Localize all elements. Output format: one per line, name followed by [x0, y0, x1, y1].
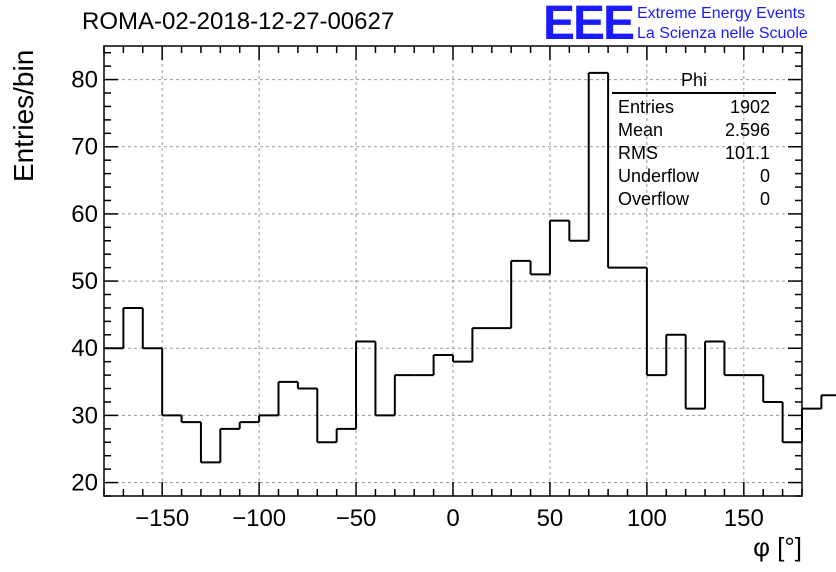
stats-label: Underflow	[618, 166, 700, 186]
axis-ticks	[103, 46, 803, 497]
stats-label: Mean	[618, 120, 664, 140]
stats-row-underflow: Underflow 0	[612, 165, 776, 188]
y-tick-label: 40	[71, 335, 98, 362]
chart-title: ROMA-02-2018-12-27-00627	[82, 8, 395, 35]
stats-box: Phi Entries 1902 Mean 2.596 RMS 101.1 Un…	[612, 70, 776, 211]
x-tick-label: 0	[446, 505, 459, 532]
stats-value: 0	[759, 166, 770, 186]
x-tick-label: −100	[232, 505, 286, 532]
y-tick-label: 20	[71, 470, 98, 497]
y-tick-label: 80	[71, 67, 98, 94]
eee-logo: EEE	[543, 0, 635, 50]
y-axis-label: Entries/bin	[8, 49, 39, 182]
stats-value: 2.596	[724, 120, 770, 140]
logo-line-1: Extreme Energy Events	[637, 5, 806, 22]
stats-label: Overflow	[618, 189, 690, 209]
y-tick-label: 70	[71, 134, 98, 161]
stats-row-entries: Entries 1902	[612, 96, 776, 119]
y-tick-label: 50	[71, 268, 98, 295]
stats-label: RMS	[618, 143, 658, 163]
y-tick-label: 30	[71, 402, 98, 429]
histogram-bars	[104, 71, 836, 464]
x-tick-label: −150	[135, 505, 189, 532]
stats-title: Phi	[612, 70, 776, 94]
stats-value: 0	[759, 189, 770, 209]
y-tick-label: 60	[71, 201, 98, 228]
stats-row-rms: RMS 101.1	[612, 142, 776, 165]
stats-value: 101.1	[724, 143, 770, 163]
x-tick-label: 50	[537, 505, 564, 532]
stats-row-mean: Mean 2.596	[612, 119, 776, 142]
x-tick-label: 150	[724, 505, 764, 532]
logo-line-2: La Scienza nelle Scuole	[637, 25, 808, 42]
x-tick-label: −50	[336, 505, 377, 532]
stats-label: Entries	[618, 97, 675, 117]
logo-text: Extreme Energy Events La Scienza nelle S…	[637, 4, 808, 44]
stats-row-overflow: Overflow 0	[612, 188, 776, 211]
tick-labels: −150 −100 −50 0 50 100 150 20 30 40 50 60 70 80	[71, 67, 764, 532]
x-axis-label: φ [°]	[753, 532, 802, 562]
x-tick-label: 100	[627, 505, 667, 532]
stats-value: 1902	[729, 97, 770, 117]
